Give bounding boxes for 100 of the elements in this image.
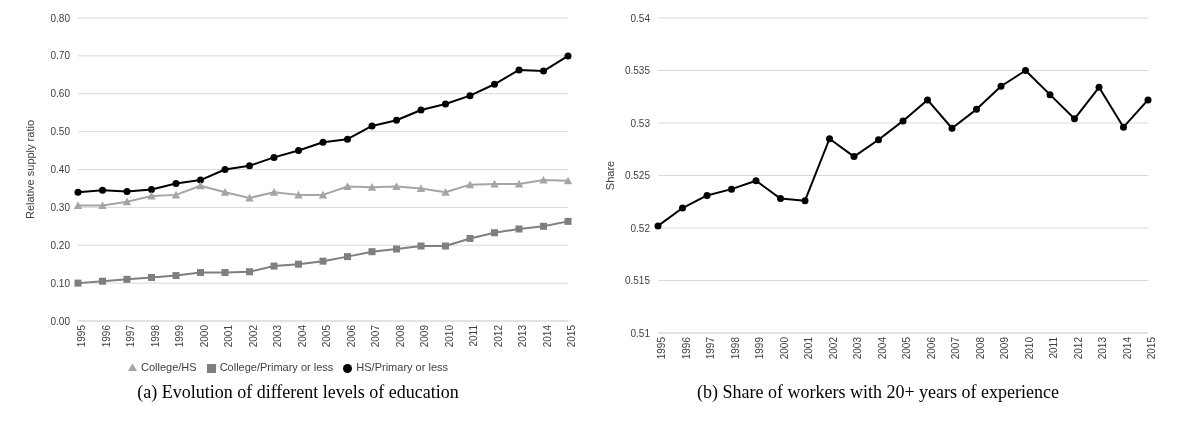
x-tick-label: 2007 (370, 324, 382, 348)
x-tick-label: 2013 (517, 324, 529, 348)
text: (a) Evolution of different levels of education (136, 382, 460, 403)
x-tick-label: 1999 (174, 324, 186, 348)
point (147, 191, 156, 200)
point (74, 188, 82, 196)
x-tick-label: 2014 (541, 324, 553, 348)
x-tick-label: 2010 (1023, 336, 1035, 360)
x-tick-label: 2005 (321, 324, 333, 348)
point (270, 153, 278, 161)
y-tick-label: 0.535 (624, 65, 651, 77)
point (171, 190, 181, 199)
x-tick-label: 2015 (566, 324, 578, 348)
point (540, 222, 547, 230)
x-tick-label: 2010 (443, 324, 455, 348)
point (564, 217, 572, 225)
x-tick-label: 1998 (729, 336, 741, 360)
point (924, 96, 931, 104)
point (197, 269, 204, 277)
point (245, 193, 254, 202)
point (514, 179, 524, 188)
point (344, 135, 351, 143)
point (465, 180, 475, 189)
x-tick-label: 2000 (198, 324, 210, 348)
point (564, 52, 572, 60)
x-tick-label: 2006 (345, 324, 357, 348)
y-tick-label: 0.54 (630, 12, 651, 24)
x-tick-label: 2003 (852, 336, 864, 360)
x-tick-label: 2013 (1097, 336, 1109, 360)
point (417, 106, 425, 114)
legend-label: College/Primary or less (219, 361, 334, 373)
x-tick-label: 2011 (1048, 336, 1060, 359)
x-tick-label: 2012 (492, 324, 504, 348)
point (442, 242, 449, 250)
x-tick-label: 1998 (149, 324, 161, 348)
point (1095, 83, 1103, 91)
x-tick-label: 2002 (247, 324, 259, 348)
x-tick-label: 2009 (999, 336, 1011, 360)
x-tick-label: 1997 (125, 324, 137, 348)
point (466, 234, 474, 242)
point (441, 188, 450, 196)
point (319, 138, 327, 146)
point (295, 147, 302, 155)
point (801, 197, 809, 205)
legend-label: College/HS (140, 361, 197, 373)
point (269, 188, 279, 196)
text: (b) Share of workers with 20+ years of experience (696, 382, 1060, 403)
x-tick-label: 2009 (419, 324, 431, 348)
point (491, 80, 498, 88)
point (98, 201, 107, 209)
point (343, 182, 352, 191)
point (752, 177, 760, 185)
point (73, 201, 83, 209)
point (123, 187, 131, 195)
point (221, 166, 229, 173)
x-tick-label: 1997 (705, 336, 717, 360)
point (74, 279, 82, 287)
point (997, 82, 1005, 90)
x-tick-label: 2003 (272, 324, 284, 348)
point (899, 117, 907, 125)
point (973, 105, 980, 113)
y-tick-label: 0.51 (630, 327, 651, 339)
y-tick-label: 0.515 (624, 275, 651, 287)
x-tick-label: 2001 (223, 324, 235, 348)
point (270, 262, 278, 270)
point (99, 277, 106, 285)
point (392, 182, 401, 191)
point (515, 66, 523, 74)
x-tick-label: 2005 (901, 336, 913, 360)
point (703, 191, 711, 199)
y-tick-label: 0.52 (630, 222, 651, 234)
x-tick-label: 1995 (76, 324, 88, 348)
y-tick-label: 0.20 (50, 239, 71, 251)
point (172, 272, 180, 280)
point (148, 186, 155, 194)
point (318, 190, 328, 199)
x-tick-label: 2000 (778, 336, 790, 360)
point (148, 273, 155, 281)
y-tick-label: 0.80 (50, 12, 71, 24)
x-tick-label: 2014 (1121, 336, 1133, 360)
point (319, 257, 327, 265)
point (99, 186, 106, 194)
point (539, 175, 548, 184)
x-tick-label: 2002 (827, 336, 839, 360)
y-tick-label: 0.10 (50, 277, 71, 289)
point (654, 222, 662, 230)
legend-label: HS/Primary or less (356, 361, 449, 373)
point (679, 204, 686, 212)
y-tick-label: 0.525 (624, 170, 651, 182)
x-tick-label: 2006 (925, 336, 937, 360)
y-axis-title: Relative supply ratio (23, 119, 36, 220)
x-tick-label: 1995 (656, 336, 668, 360)
point (1046, 91, 1054, 99)
point (246, 268, 253, 276)
y-tick-label: 0.40 (50, 164, 71, 176)
x-tick-label: 2004 (296, 324, 308, 348)
x-tick-label: 1996 (100, 324, 112, 348)
x-tick-label: 2004 (876, 336, 888, 360)
x-tick-label: 2011 (468, 324, 480, 347)
x-tick-label: 2001 (803, 336, 815, 360)
